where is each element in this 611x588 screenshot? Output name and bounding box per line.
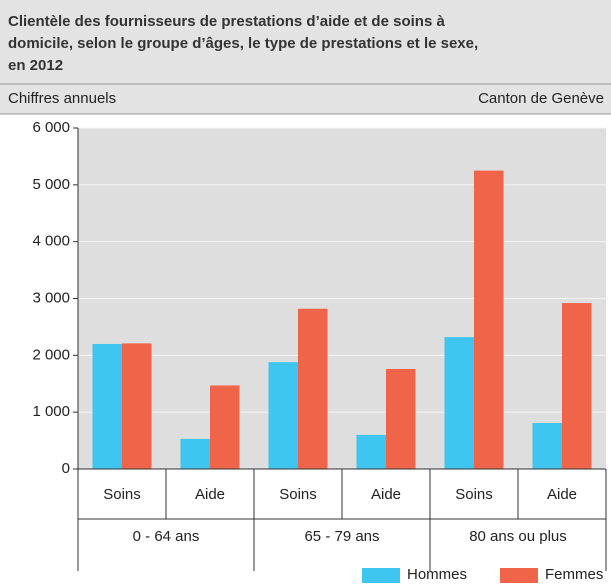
y-tick-label: 1 000 xyxy=(32,403,70,420)
bar xyxy=(474,170,504,469)
bar xyxy=(180,438,210,469)
x-tick-label: Soins xyxy=(279,486,317,503)
chart-title: en 2012 xyxy=(8,57,63,74)
x-tick-label: Aide xyxy=(547,486,577,503)
y-tick-label: 4 000 xyxy=(32,233,70,250)
y-tick-label: 5 000 xyxy=(32,176,70,193)
group-label: 65 - 79 ans xyxy=(304,528,379,545)
bar xyxy=(562,303,592,469)
y-tick-label: 2 000 xyxy=(32,346,70,363)
chart-title: Clientèle des fournisseurs de prestation… xyxy=(8,13,445,30)
legend-swatch xyxy=(362,568,400,583)
bar xyxy=(210,385,240,469)
bar xyxy=(444,337,474,469)
bar xyxy=(532,422,562,469)
bar xyxy=(92,343,122,469)
x-tick-label: Soins xyxy=(455,486,493,503)
group-label: 80 ans ou plus xyxy=(469,528,567,545)
x-tick-label: Aide xyxy=(371,486,401,503)
legend-label: Hommes xyxy=(407,566,467,583)
legend-swatch xyxy=(500,568,538,583)
bar xyxy=(356,434,386,469)
bar xyxy=(386,368,416,469)
subtitle: Chiffres annuels xyxy=(8,90,116,107)
y-tick-label: 0 xyxy=(62,460,70,477)
y-tick-label: 6 000 xyxy=(32,119,70,136)
x-tick-label: Aide xyxy=(195,486,225,503)
header-bg xyxy=(0,0,611,114)
y-tick-label: 3 000 xyxy=(32,289,70,306)
bar xyxy=(268,362,298,469)
bar xyxy=(122,343,152,469)
bar xyxy=(298,308,328,469)
legend-label: Femmes xyxy=(545,566,603,583)
x-tick-label: Soins xyxy=(103,486,141,503)
source: Canton de Genève xyxy=(478,90,604,107)
group-label: 0 - 64 ans xyxy=(133,528,200,545)
chart-title: domicile, selon le groupe d’âges, le typ… xyxy=(8,35,478,52)
